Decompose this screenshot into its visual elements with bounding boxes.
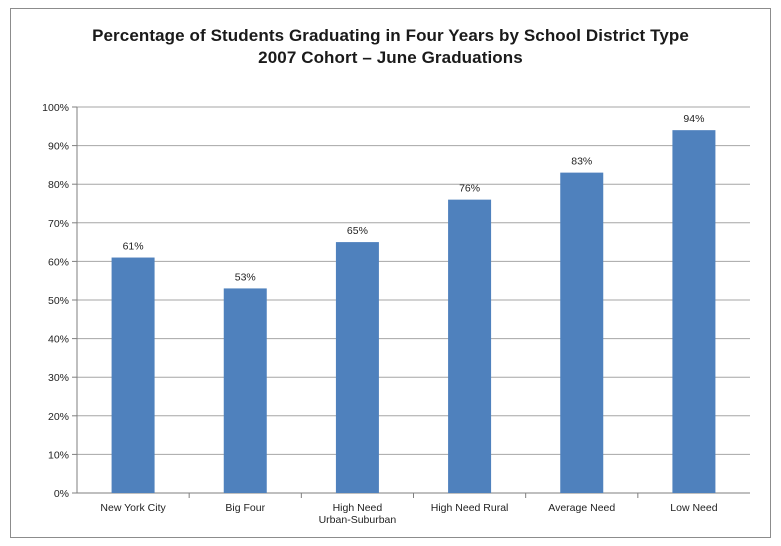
y-tick-label: 0%	[54, 488, 69, 500]
bar	[335, 242, 379, 493]
data-label: 61%	[123, 241, 144, 253]
x-category-label: High Need	[333, 502, 383, 514]
y-tick-label: 50%	[48, 295, 69, 307]
y-tick-label: 80%	[48, 179, 69, 191]
y-tick-label: 30%	[48, 372, 69, 384]
bar	[672, 130, 716, 493]
x-category-label: High Need Rural	[431, 502, 509, 514]
gridlines	[77, 106, 750, 455]
y-tick-label: 60%	[48, 256, 69, 268]
bar	[448, 199, 492, 493]
y-tick-label: 10%	[48, 449, 69, 461]
y-tick-label: 70%	[48, 218, 69, 230]
y-tick-label: 20%	[48, 411, 69, 423]
x-category-label: Big Four	[225, 502, 265, 514]
axes	[72, 106, 750, 498]
labels: 0% 10% 20% 30% 40% 50% 60% 70% 80% 90% 100% 61% New …	[42, 102, 718, 526]
data-label: 83%	[571, 156, 592, 168]
bar	[560, 172, 604, 493]
y-tick-label: 90%	[48, 141, 69, 153]
x-category-label: Urban-Suburban	[319, 514, 397, 526]
bar	[223, 288, 267, 493]
x-category-label: Average Need	[548, 502, 615, 514]
y-tick-label: 40%	[48, 334, 69, 346]
data-label: 76%	[459, 183, 480, 195]
data-label: 65%	[347, 225, 368, 237]
bar	[111, 257, 155, 493]
chart-subtitle: 2007 Cohort – June Graduations	[258, 48, 523, 67]
x-category-label: New York City	[100, 502, 166, 514]
data-label: 94%	[683, 113, 704, 125]
data-label: 53%	[235, 271, 256, 283]
chart-title: Percentage of Students Graduating in Fou…	[92, 26, 689, 45]
y-tick-label: 100%	[42, 102, 69, 114]
bars	[111, 130, 716, 493]
x-category-label: Low Need	[670, 502, 717, 514]
